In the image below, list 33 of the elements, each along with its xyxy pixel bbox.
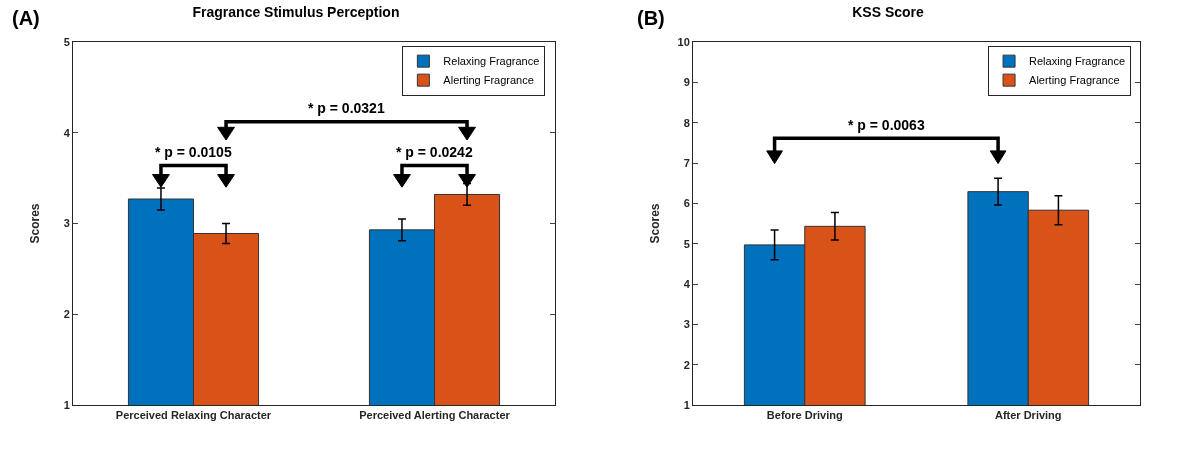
- y-tick-label: 2: [683, 358, 690, 371]
- y-axis-title: Scores: [648, 203, 662, 244]
- y-tick-label: 3: [63, 217, 70, 230]
- y-tick-label: 7: [683, 156, 690, 169]
- y-axis-title: Scores: [28, 203, 42, 244]
- annotation: * p = 0.0063: [848, 117, 925, 133]
- annotation: * p = 0.0242: [396, 144, 473, 160]
- legend-label: Alerting Fragrance: [443, 74, 534, 87]
- text: (B): [637, 7, 665, 29]
- y-tick-label: 6: [683, 197, 690, 210]
- chart-title: KSS Score: [852, 3, 924, 20]
- y-tick-label: 5: [683, 237, 690, 250]
- y-tick-label: 8: [683, 116, 690, 129]
- y-tick-label: 5: [63, 35, 70, 48]
- legend-label: Relaxing Fragrance: [1029, 55, 1126, 68]
- legend-label: Relaxing Fragrance: [443, 55, 540, 68]
- x-tick-label: Perceived Relaxing Character: [115, 409, 272, 422]
- y-tick-label: 9: [683, 76, 690, 89]
- x-tick-label: Perceived Alerting Character: [359, 409, 511, 422]
- y-tick-label: 2: [63, 308, 70, 321]
- annotation: * p = 0.0105: [155, 144, 232, 160]
- text: (A): [12, 7, 40, 29]
- annotation: * p = 0.0321: [308, 100, 385, 116]
- x-tick-label: After Driving: [994, 409, 1062, 422]
- y-tick-label: 10: [677, 35, 690, 48]
- y-tick-label: 4: [63, 126, 71, 139]
- y-tick-label: 4: [683, 277, 691, 290]
- y-tick-label: 1: [63, 398, 70, 411]
- y-tick-label: 1: [683, 398, 690, 411]
- chart-title: Fragrance Stimulus Perception: [192, 3, 400, 20]
- y-tick-label: 3: [683, 318, 690, 331]
- legend-label: Alerting Fragrance: [1029, 74, 1120, 87]
- x-tick-label: Before Driving: [766, 409, 843, 422]
